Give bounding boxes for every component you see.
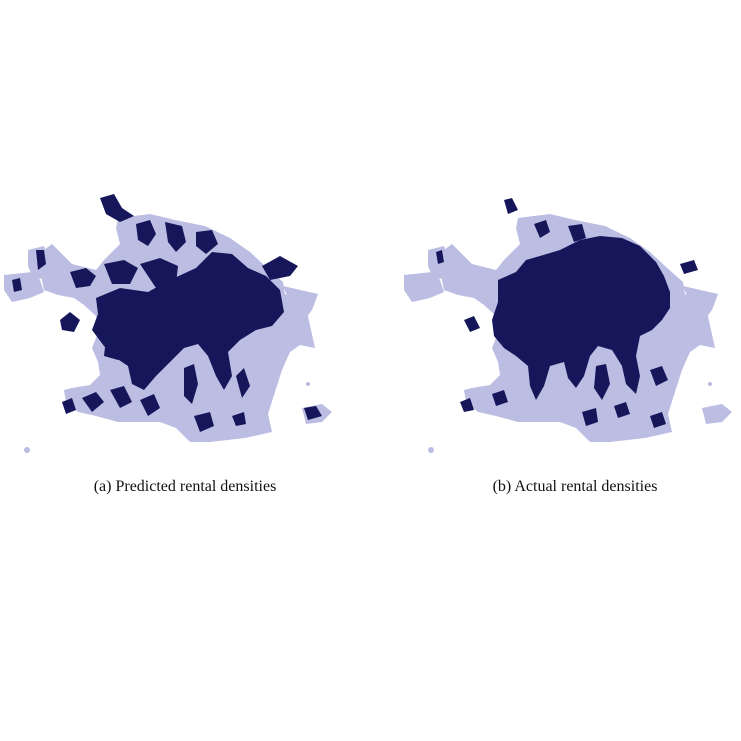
map-predicted	[4, 194, 332, 453]
map-panel-predicted	[0, 180, 340, 460]
map-actual	[404, 198, 732, 453]
caption-actual: (b) Actual rental densities	[492, 478, 658, 495]
caption-predicted: (a) Predicted rental densities	[93, 478, 277, 495]
map-panel-actual	[400, 180, 740, 460]
high-density-patches	[12, 194, 322, 432]
high-density-patches	[436, 198, 698, 428]
